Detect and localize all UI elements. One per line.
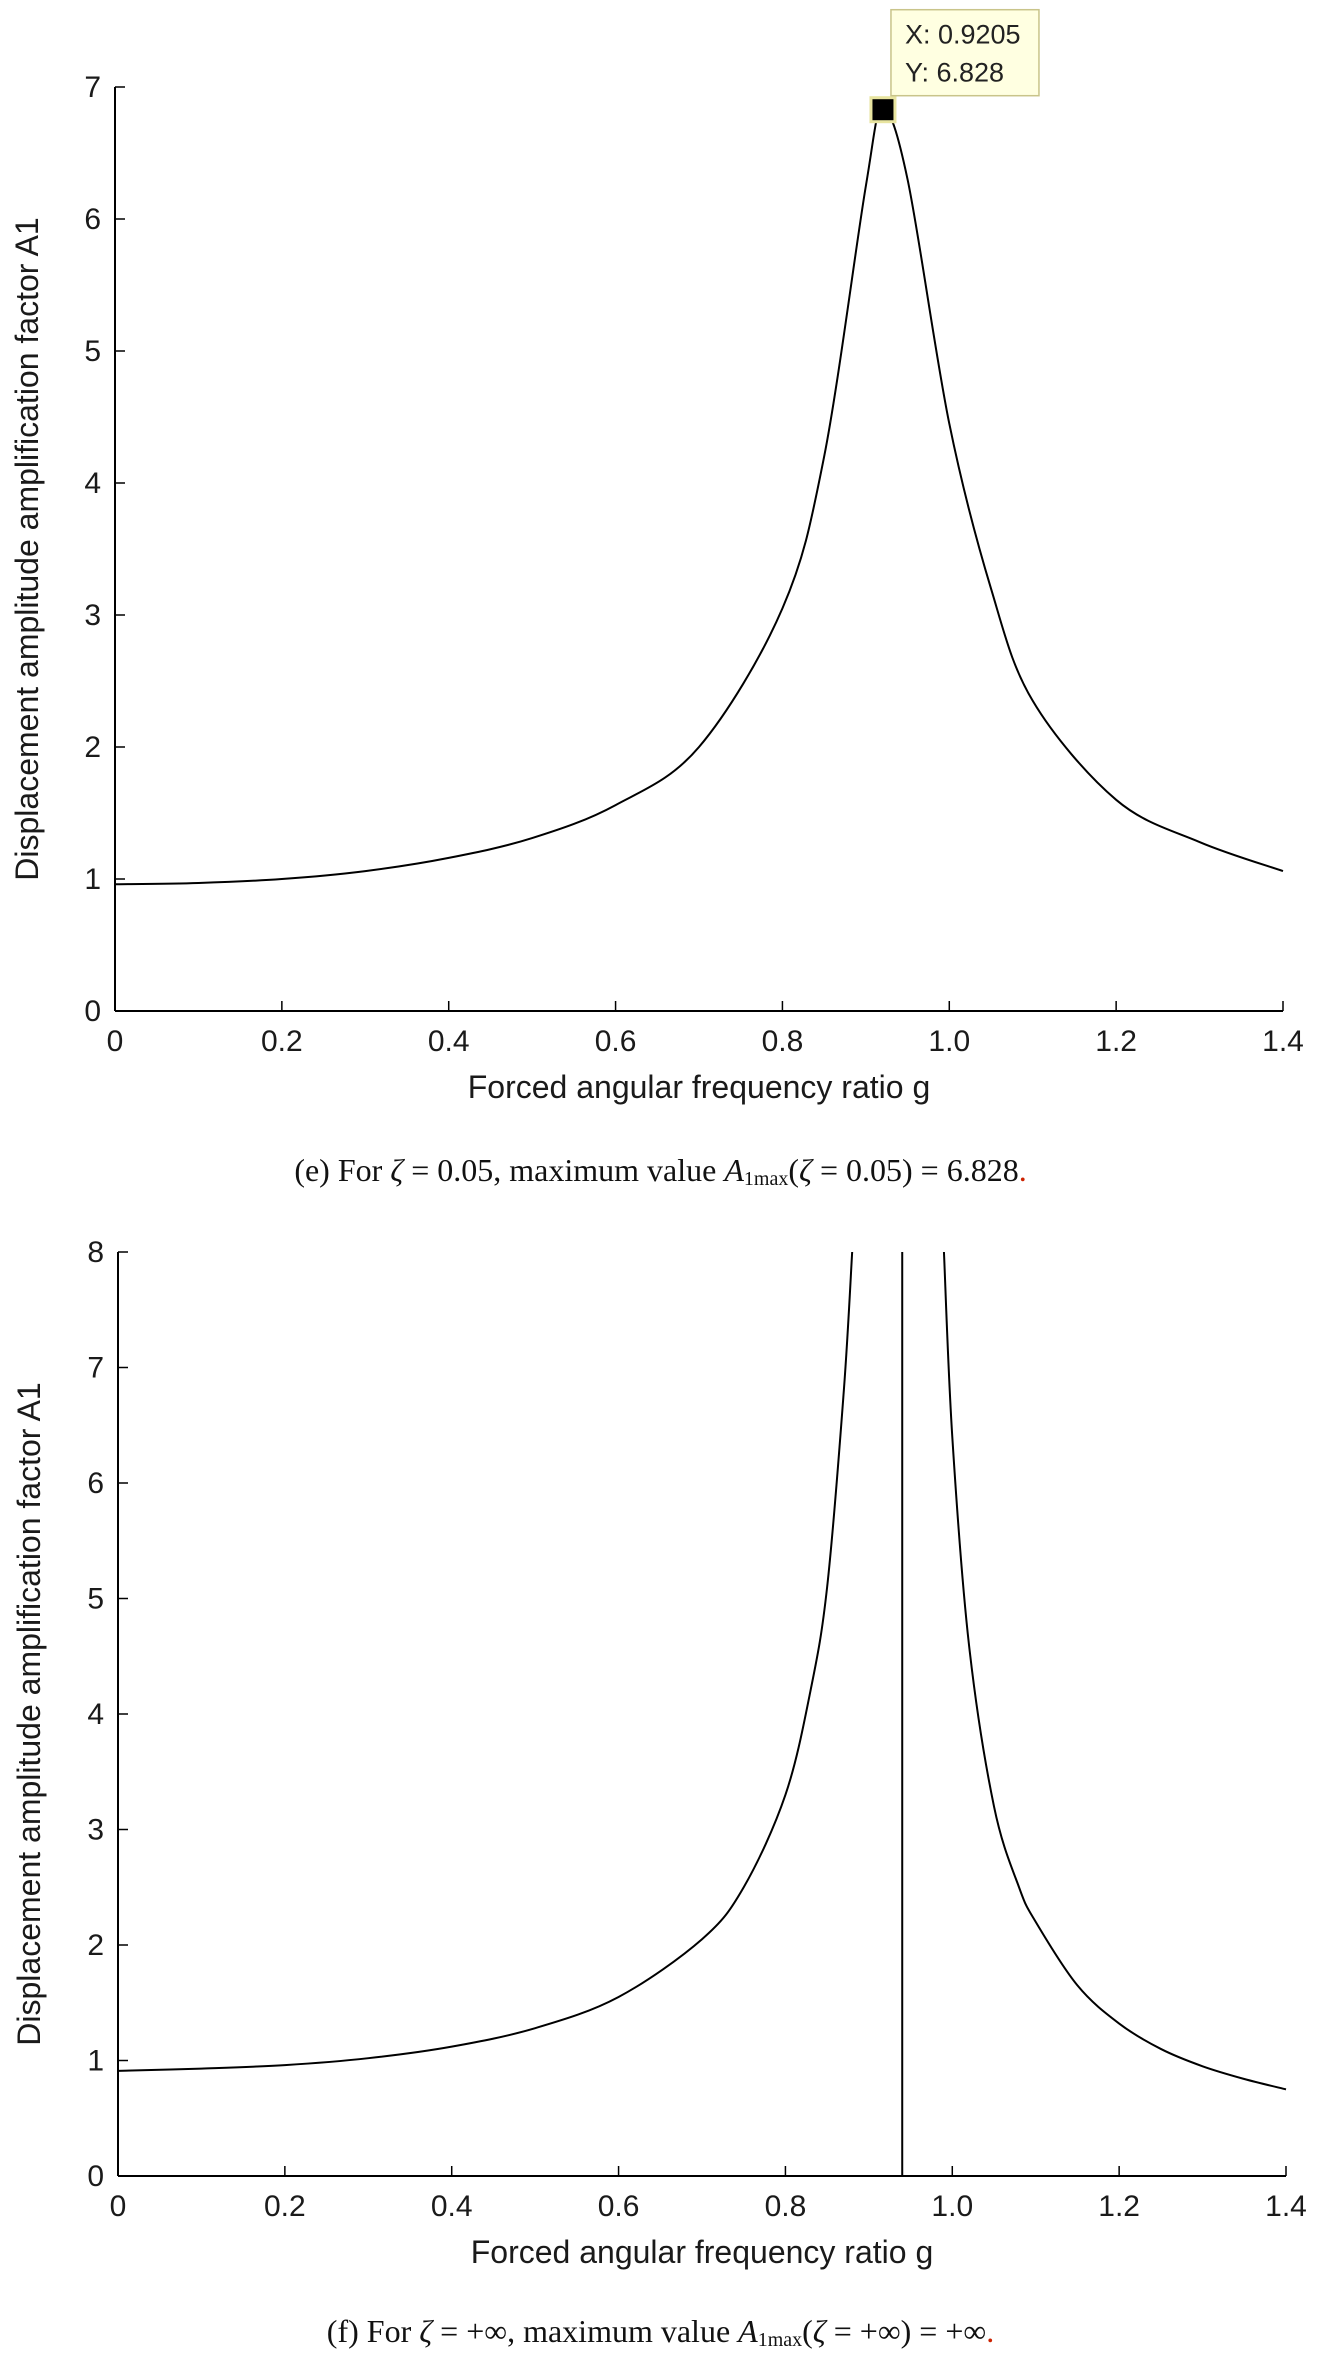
caption-f-mid1: = +∞, maximum value xyxy=(432,2313,739,2349)
chart-f: 0 0.2 0.4 0.6 0.8 1.0 1.2 1.4 0 1 2 3 4 5 6 7 8 Forced an… xyxy=(11,1236,1307,2270)
chart-f-ytick-label: 0 xyxy=(87,2160,104,2193)
caption-f-end: . xyxy=(986,2313,995,2349)
caption-e-mid2: ( xyxy=(788,1152,799,1188)
chart-e-ytick-label: 7 xyxy=(84,71,101,104)
chart-f-ytick-label: 6 xyxy=(87,1467,104,1500)
chart-f-ytick-label: 5 xyxy=(87,1583,104,1616)
caption-f-zeta2: ζ xyxy=(812,2313,826,2349)
chart-e-xtick-label: 0.6 xyxy=(595,1025,637,1058)
chart-f-ytick-label: 7 xyxy=(87,1352,104,1385)
caption-e-prefix: (e) For xyxy=(294,1152,391,1188)
chart-e: 0 0.2 0.4 0.6 0.8 1.0 1.2 1.4 0 1 2 3 4 5 6 7 Forced ang… xyxy=(9,8,1304,1105)
chart-e-xtick-label: 0.2 xyxy=(261,1025,303,1058)
caption-f-mid3: = +∞) = +∞ xyxy=(825,2313,987,2349)
chart-f-xtick-label: 0.6 xyxy=(598,2190,640,2223)
chart-e-xtick-label: 0.4 xyxy=(428,1025,470,1058)
chart-f-series-line-0 xyxy=(117,1251,854,2072)
caption-f-sub: 1max xyxy=(757,2329,803,2351)
chart-f-xtick-label: 0.8 xyxy=(765,2190,807,2223)
chart-f-xtick-label: 0.2 xyxy=(264,2190,306,2223)
chart-f-series-line-1 xyxy=(942,1251,1287,2091)
chart-f-xtick-label: 0 xyxy=(110,2190,127,2223)
chart-e-datatip-y: Y: 6.828 xyxy=(905,58,1004,88)
chart-f-ylabel: Displacement amplitude amplification fac… xyxy=(11,1382,47,2045)
caption-f: (f) For ζ = +∞, maximum value A1max(ζ = … xyxy=(0,2313,1321,2352)
caption-e-zeta: ζ xyxy=(390,1152,404,1188)
chart-e-ytick-label: 2 xyxy=(84,731,101,764)
chart-e-ytick-label: 6 xyxy=(84,203,101,236)
chart-f-xtick-label: 1.0 xyxy=(931,2190,973,2223)
chart-f-ytick-label: 3 xyxy=(87,1814,104,1847)
chart-e-series-line-0 xyxy=(114,108,1284,886)
caption-e: (e) For ζ = 0.05, maximum value A1max(ζ … xyxy=(0,1152,1321,1191)
chart-e-xtick-label: 1.2 xyxy=(1095,1025,1137,1058)
caption-f-prefix: (f) For xyxy=(326,2313,420,2349)
caption-e-end: . xyxy=(1018,1152,1027,1188)
chart-e-xtick-label: 0 xyxy=(107,1025,124,1058)
chart-e-xtick-label: 1.0 xyxy=(928,1025,970,1058)
caption-f-zeta: ζ xyxy=(419,2313,433,2349)
chart-e-xtick-label: 0.8 xyxy=(762,1025,804,1058)
chart-e-datatip-box xyxy=(890,8,1040,97)
chart-e-ytick-label: 1 xyxy=(84,863,101,896)
chart-f-xlabel: Forced angular frequency ratio g xyxy=(471,2234,933,2270)
chart-f-ytick-label: 1 xyxy=(87,2045,104,2078)
chart-f-ytick-label: 4 xyxy=(87,1698,104,1731)
caption-f-a: A xyxy=(738,2313,758,2349)
caption-e-a: A xyxy=(724,1152,744,1188)
caption-e-mid1: = 0.05, maximum value xyxy=(403,1152,725,1188)
chart-f-xtick-label: 1.4 xyxy=(1265,2190,1307,2223)
chart-e-ytick-label: 5 xyxy=(84,335,101,368)
chart-e-datatip-marker xyxy=(869,96,897,124)
chart-f-ytick-label: 2 xyxy=(87,1929,104,1962)
caption-f-mid2: ( xyxy=(802,2313,813,2349)
caption-e-mid3: = 0.05) = 6.828 xyxy=(811,1152,1019,1188)
caption-e-zeta2: ζ xyxy=(798,1152,812,1188)
chart-e-ytick-label: 4 xyxy=(84,467,101,500)
chart-e-datatip-x: X: 0.9205 xyxy=(905,20,1021,50)
chart-f-ytick-label: 8 xyxy=(87,1236,104,1269)
chart-f-xtick-label: 1.2 xyxy=(1098,2190,1140,2223)
caption-e-sub: 1max xyxy=(743,1168,789,1190)
chart-e-xlabel: Forced angular frequency ratio g xyxy=(468,1069,930,1105)
chart-e-ytick-label: 3 xyxy=(84,599,101,632)
chart-f-xtick-label: 0.4 xyxy=(431,2190,473,2223)
chart-e-ylabel: Displacement amplitude amplification fac… xyxy=(9,217,45,880)
chart-e-ytick-label: 0 xyxy=(84,995,101,1028)
chart-e-xtick-label: 1.4 xyxy=(1262,1025,1304,1058)
